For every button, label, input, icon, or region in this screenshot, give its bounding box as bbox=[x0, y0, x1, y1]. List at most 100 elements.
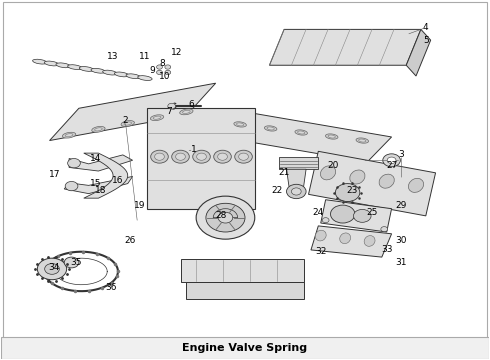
Ellipse shape bbox=[33, 59, 47, 64]
Circle shape bbox=[157, 65, 162, 69]
Text: 13: 13 bbox=[107, 52, 119, 61]
Ellipse shape bbox=[183, 110, 190, 113]
Circle shape bbox=[239, 153, 248, 160]
Text: 18: 18 bbox=[95, 186, 107, 195]
Circle shape bbox=[353, 210, 371, 222]
Text: 24: 24 bbox=[313, 208, 324, 217]
Circle shape bbox=[45, 264, 59, 274]
Circle shape bbox=[383, 154, 400, 167]
Ellipse shape bbox=[79, 67, 94, 71]
Polygon shape bbox=[84, 153, 128, 198]
Polygon shape bbox=[270, 30, 421, 65]
Text: 8: 8 bbox=[159, 59, 165, 68]
Text: 5: 5 bbox=[423, 36, 429, 45]
Text: 19: 19 bbox=[134, 201, 146, 210]
Polygon shape bbox=[279, 157, 318, 169]
Circle shape bbox=[175, 153, 185, 160]
Text: 27: 27 bbox=[386, 161, 397, 170]
Polygon shape bbox=[406, 30, 431, 76]
Text: 22: 22 bbox=[271, 186, 282, 195]
Ellipse shape bbox=[44, 61, 59, 66]
Polygon shape bbox=[64, 176, 133, 194]
Ellipse shape bbox=[320, 166, 336, 180]
Ellipse shape bbox=[91, 68, 105, 73]
Ellipse shape bbox=[364, 236, 375, 246]
Text: 16: 16 bbox=[112, 176, 123, 185]
Text: 36: 36 bbox=[105, 283, 117, 292]
Text: 28: 28 bbox=[215, 211, 226, 220]
Polygon shape bbox=[321, 200, 392, 232]
Circle shape bbox=[218, 212, 233, 223]
Polygon shape bbox=[186, 282, 304, 299]
Circle shape bbox=[335, 184, 360, 202]
Circle shape bbox=[155, 153, 164, 160]
Ellipse shape bbox=[65, 134, 73, 137]
Ellipse shape bbox=[356, 138, 368, 143]
Circle shape bbox=[168, 103, 175, 109]
Circle shape bbox=[165, 65, 171, 69]
Circle shape bbox=[206, 203, 245, 232]
Circle shape bbox=[65, 181, 78, 191]
Circle shape bbox=[64, 257, 79, 268]
Text: 11: 11 bbox=[139, 52, 150, 61]
Ellipse shape bbox=[124, 122, 131, 125]
Ellipse shape bbox=[180, 109, 193, 115]
Circle shape bbox=[172, 150, 189, 163]
Text: 14: 14 bbox=[90, 154, 101, 163]
Circle shape bbox=[292, 188, 301, 195]
Circle shape bbox=[381, 226, 388, 231]
Ellipse shape bbox=[68, 65, 82, 69]
Ellipse shape bbox=[359, 139, 366, 142]
Text: 6: 6 bbox=[188, 100, 194, 109]
Polygon shape bbox=[311, 226, 392, 257]
Text: 23: 23 bbox=[347, 186, 358, 195]
Ellipse shape bbox=[56, 63, 71, 68]
Circle shape bbox=[68, 158, 80, 168]
Ellipse shape bbox=[295, 130, 307, 135]
Ellipse shape bbox=[409, 178, 424, 192]
Text: 9: 9 bbox=[149, 66, 155, 75]
Ellipse shape bbox=[126, 74, 141, 78]
Text: 2: 2 bbox=[122, 116, 128, 125]
Ellipse shape bbox=[379, 174, 394, 188]
Text: 21: 21 bbox=[278, 168, 290, 177]
Text: 12: 12 bbox=[171, 48, 182, 57]
Ellipse shape bbox=[114, 72, 129, 77]
Text: 10: 10 bbox=[159, 72, 170, 81]
Circle shape bbox=[214, 150, 231, 163]
Text: 33: 33 bbox=[381, 246, 392, 255]
Ellipse shape bbox=[62, 132, 76, 138]
Text: 34: 34 bbox=[49, 264, 60, 273]
Polygon shape bbox=[181, 259, 304, 282]
Text: 25: 25 bbox=[367, 208, 378, 217]
Text: 30: 30 bbox=[395, 237, 407, 246]
Ellipse shape bbox=[350, 170, 365, 184]
Ellipse shape bbox=[95, 128, 102, 131]
Ellipse shape bbox=[92, 126, 105, 132]
Wedge shape bbox=[213, 209, 238, 218]
Text: 15: 15 bbox=[90, 179, 102, 188]
Text: 26: 26 bbox=[124, 237, 136, 246]
Ellipse shape bbox=[267, 127, 274, 130]
Text: 32: 32 bbox=[315, 247, 326, 256]
Circle shape bbox=[218, 153, 227, 160]
Ellipse shape bbox=[297, 131, 305, 134]
Polygon shape bbox=[287, 169, 306, 186]
Ellipse shape bbox=[121, 121, 134, 126]
Text: Engine Valve Spring: Engine Valve Spring bbox=[182, 343, 308, 353]
Text: 7: 7 bbox=[167, 107, 172, 116]
Text: 35: 35 bbox=[71, 258, 82, 267]
Circle shape bbox=[157, 70, 162, 75]
Circle shape bbox=[151, 150, 168, 163]
Text: 17: 17 bbox=[49, 170, 60, 179]
Ellipse shape bbox=[103, 70, 117, 75]
Ellipse shape bbox=[325, 134, 338, 139]
Ellipse shape bbox=[153, 116, 161, 119]
Ellipse shape bbox=[237, 123, 244, 126]
Ellipse shape bbox=[265, 126, 277, 131]
Text: 4: 4 bbox=[423, 23, 429, 32]
Polygon shape bbox=[69, 155, 133, 171]
Ellipse shape bbox=[340, 233, 351, 244]
Circle shape bbox=[387, 157, 396, 163]
FancyBboxPatch shape bbox=[0, 337, 490, 359]
